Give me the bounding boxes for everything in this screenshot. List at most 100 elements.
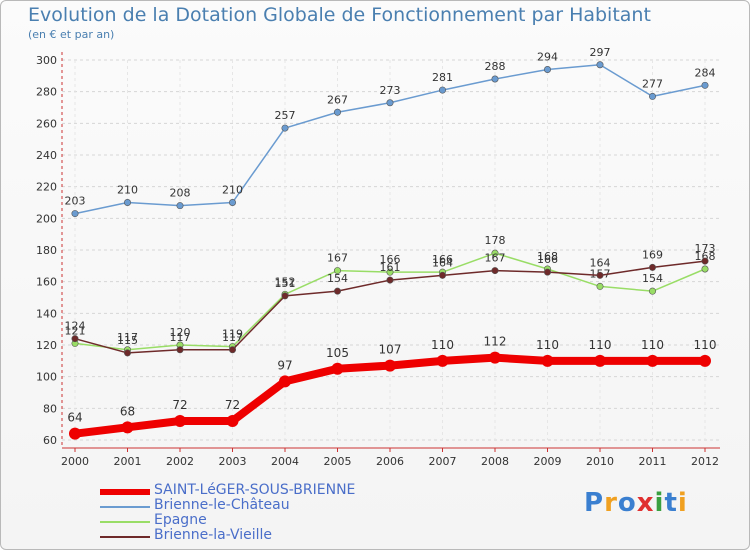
data-point-epagne-2008	[491, 249, 499, 257]
legend-label-saint-leger: SAINT-LéGER-SOUS-BRIENNE	[154, 482, 356, 498]
data-point-saint-leger-sous-brienne-2007	[436, 354, 449, 367]
data-label-brienne-la-vieille-2002: 117	[170, 331, 191, 344]
logo-letter: r	[604, 488, 618, 518]
data-point-epagne-2012	[701, 265, 709, 273]
x-tick-label-2012: 2012	[691, 455, 719, 468]
data-label-brienne-le-chateau-2009: 294	[537, 51, 558, 64]
legend-swatch-brienne-la-vieille	[100, 536, 150, 538]
legend-swatch-saint-leger	[100, 489, 150, 495]
y-tick-label-220: 220	[36, 181, 57, 194]
x-tick-label-2010: 2010	[586, 455, 614, 468]
data-point-brienne-le-chateau-2001	[124, 199, 132, 207]
data-label-saint-leger-sous-brienne-2006: 107	[379, 343, 402, 357]
y-tick-label-120: 120	[36, 339, 57, 352]
y-tick-label-180: 180	[36, 244, 57, 257]
logo-letter: t	[664, 488, 678, 518]
data-label-brienne-le-chateau-2004: 257	[275, 109, 296, 122]
data-point-brienne-le-chateau-2004	[281, 124, 289, 132]
y-tick-label-260: 260	[36, 117, 57, 130]
data-label-epagne-2012: 168	[695, 250, 716, 263]
x-tick-label-2004: 2004	[271, 455, 299, 468]
data-label-brienne-la-vieille-2009: 166	[537, 253, 558, 266]
data-label-brienne-la-vieille-2004: 151	[275, 277, 296, 290]
data-label-brienne-la-vieille-2006: 161	[380, 261, 401, 274]
data-label-brienne-la-vieille-2005: 154	[327, 272, 348, 285]
chart-title: Evolution de la Dotation Globale de Fonc…	[28, 4, 651, 26]
data-label-epagne-2006: 166	[380, 253, 401, 266]
data-point-brienne-la-vieille-2003	[229, 346, 237, 354]
x-tick-label-2009: 2009	[534, 455, 562, 468]
data-label-epagne-2009: 168	[537, 250, 558, 263]
data-point-brienne-le-chateau-2008	[491, 75, 499, 83]
data-label-brienne-la-vieille-2007: 164	[432, 256, 453, 269]
x-tick-label-2000: 2000	[61, 455, 89, 468]
data-label-saint-leger-sous-brienne-2001: 68	[120, 404, 135, 418]
logo-letter: P	[584, 488, 605, 518]
x-tick-label-2001: 2001	[114, 455, 142, 468]
legend-label-brienne-la-vieille: Brienne-la-Vieille	[154, 527, 273, 543]
data-label-epagne-2000: 121	[65, 324, 86, 337]
x-tick-label-2005: 2005	[324, 455, 352, 468]
data-point-saint-leger-sous-brienne-2000	[69, 427, 81, 440]
y-tick-label-140: 140	[36, 307, 57, 320]
data-label-epagne-2001: 117	[117, 331, 138, 344]
y-tick-label-100: 100	[36, 371, 57, 384]
x-tick-label-2006: 2006	[376, 455, 404, 468]
data-point-brienne-la-vieille-2008	[491, 267, 499, 275]
data-point-brienne-la-vieille-2004	[281, 292, 289, 300]
data-point-saint-leger-sous-brienne-2011	[646, 354, 659, 367]
logo-letter: i	[654, 488, 665, 518]
data-point-brienne-la-vieille-2002	[176, 346, 184, 354]
y-tick-label-240: 240	[36, 149, 57, 162]
data-point-brienne-la-vieille-2000	[71, 335, 79, 343]
data-label-epagne-2008: 178	[485, 234, 506, 247]
data-label-saint-leger-sous-brienne-2004: 97	[277, 358, 292, 372]
x-tick-label-2008: 2008	[481, 455, 509, 468]
data-point-epagne-2010	[596, 282, 604, 290]
data-point-saint-leger-sous-brienne-2002	[174, 415, 186, 427]
y-tick-label-280: 280	[36, 86, 57, 99]
data-point-brienne-la-vieille-2007	[438, 271, 446, 279]
data-point-saint-leger-sous-brienne-2012	[699, 354, 711, 367]
data-label-brienne-le-chateau-2006: 273	[380, 84, 401, 97]
data-point-saint-leger-sous-brienne-2004	[279, 375, 291, 388]
chart-subtitle: (en € et par an)	[28, 28, 115, 41]
data-point-saint-leger-sous-brienne-2005	[331, 362, 344, 375]
y-tick-label-200: 200	[36, 212, 57, 225]
data-label-saint-leger-sous-brienne-2005: 105	[326, 346, 349, 360]
logo-letter: o	[617, 488, 637, 518]
proxiti-logo: Proxiti	[584, 488, 688, 518]
data-point-brienne-la-vieille-2011	[648, 263, 656, 271]
data-point-saint-leger-sous-brienne-2008	[489, 351, 501, 364]
data-label-epagne-2002: 120	[170, 326, 191, 339]
x-tick-label-2002: 2002	[166, 455, 194, 468]
data-label-brienne-le-chateau-2007: 281	[432, 71, 453, 84]
data-label-epagne-2004: 152	[275, 275, 296, 288]
data-label-epagne-2003: 119	[222, 328, 243, 341]
data-label-brienne-le-chateau-2003: 210	[222, 184, 243, 197]
data-label-brienne-la-vieille-2008: 167	[485, 252, 506, 265]
logo-letter: x	[636, 488, 655, 518]
data-label-brienne-le-chateau-2000: 203	[65, 195, 86, 208]
y-tick-label-80: 80	[43, 402, 57, 415]
x-tick-label-2003: 2003	[219, 455, 247, 468]
x-tick-label-2007: 2007	[429, 455, 457, 468]
data-label-brienne-la-vieille-2012: 173	[695, 242, 716, 255]
data-label-epagne-2007: 166	[432, 253, 453, 266]
y-tick-label-160: 160	[36, 276, 57, 289]
data-point-brienne-la-vieille-2005	[333, 287, 341, 295]
data-point-brienne-la-vieille-2001	[124, 349, 132, 357]
data-point-saint-leger-sous-brienne-2009	[541, 354, 554, 367]
data-point-brienne-la-vieille-2010	[596, 271, 604, 279]
data-label-brienne-la-vieille-2011: 169	[642, 248, 663, 261]
data-point-brienne-le-chateau-2010	[596, 61, 604, 69]
x-tick-label-2011: 2011	[639, 455, 667, 468]
data-label-brienne-le-chateau-2005: 267	[327, 93, 348, 106]
data-label-saint-leger-sous-brienne-2011: 110	[641, 338, 664, 352]
data-point-brienne-le-chateau-2009	[543, 66, 551, 74]
data-label-brienne-la-vieille-2003: 117	[222, 331, 243, 344]
data-label-saint-leger-sous-brienne-2009: 110	[536, 338, 559, 352]
data-point-epagne-2011	[648, 287, 656, 295]
data-point-saint-leger-sous-brienne-2010	[594, 354, 606, 367]
legend-label-epagne: Epagne	[154, 512, 207, 528]
